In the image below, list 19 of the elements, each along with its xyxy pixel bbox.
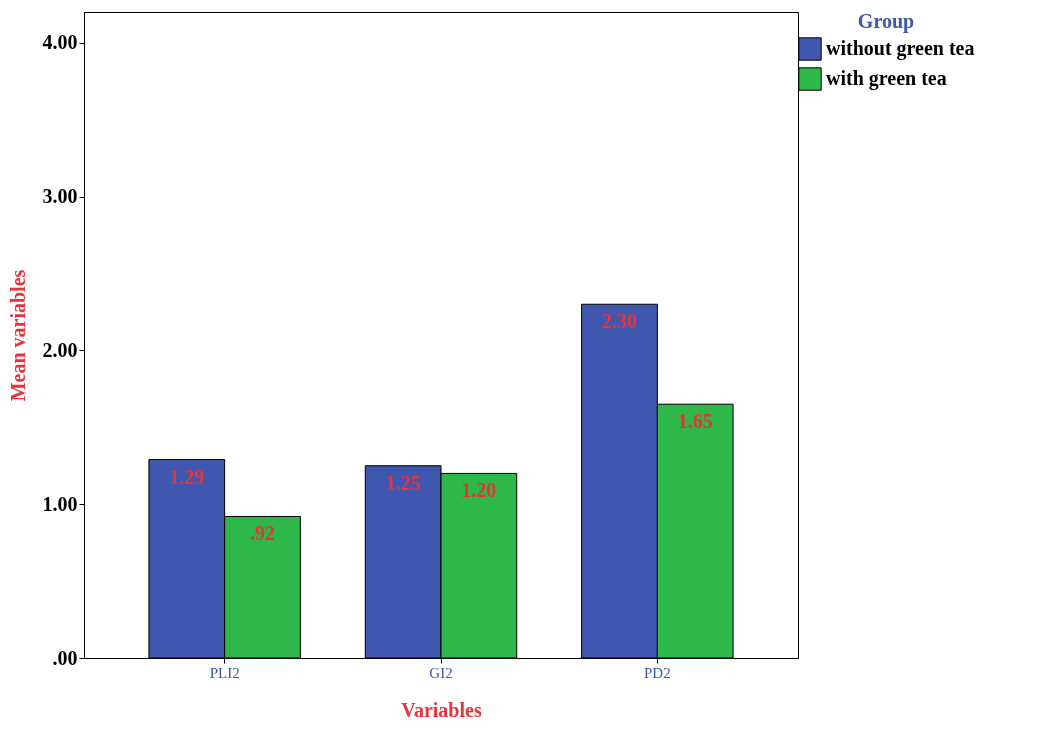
y-tick-label: 2.00 bbox=[42, 338, 78, 361]
y-tick-label: 3.00 bbox=[42, 185, 78, 208]
data-label: 1.65 bbox=[677, 410, 713, 433]
data-label: 1.20 bbox=[461, 479, 497, 502]
data-label: 2.30 bbox=[602, 310, 637, 333]
x-tick-label: GI2 bbox=[429, 664, 453, 681]
y-tick-label: 4.00 bbox=[42, 31, 78, 54]
y-tick-label: .00 bbox=[52, 646, 78, 669]
data-label: .92 bbox=[250, 522, 275, 545]
legend-label: without green tea bbox=[826, 37, 975, 60]
x-axis-title: Variables bbox=[401, 698, 482, 721]
data-label: 1.25 bbox=[385, 471, 421, 494]
y-axis-title: Mean variables bbox=[6, 269, 29, 402]
x-tick-label: PLI2 bbox=[209, 664, 240, 681]
x-tick-label: PD2 bbox=[644, 664, 671, 681]
data-label: 1.29 bbox=[169, 465, 205, 488]
legend-label: with green tea bbox=[826, 67, 947, 90]
y-tick-label: 1.00 bbox=[42, 492, 78, 515]
legend-title: Group bbox=[857, 10, 915, 33]
